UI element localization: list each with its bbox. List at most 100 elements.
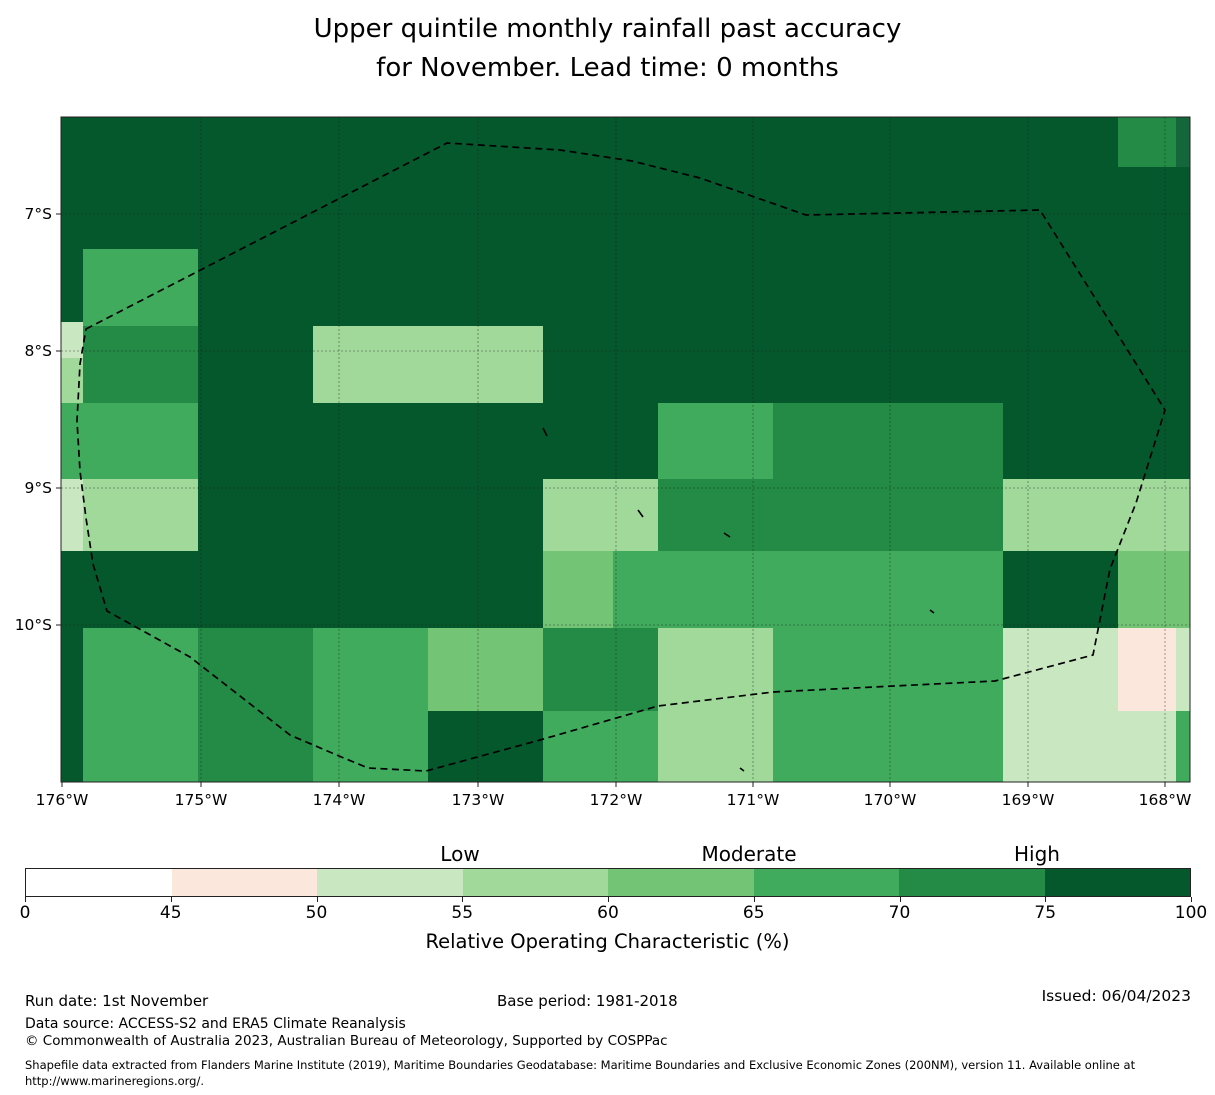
colorbar-segment-0-45 xyxy=(26,869,172,896)
roc-grid-cell xyxy=(773,403,1003,479)
roc-grid-cell xyxy=(428,628,543,711)
colorbar-tick-label: 65 xyxy=(742,903,765,923)
colorbar-segment-65-70 xyxy=(753,869,899,896)
colorbar-tick-label: 45 xyxy=(159,903,182,923)
latitude-tick-label: 8°S xyxy=(24,342,52,360)
colorbar-tick-label: 70 xyxy=(888,903,911,923)
roc-grid-cell xyxy=(1003,628,1118,711)
eez-boundary-dashed xyxy=(76,142,1166,772)
roc-grid-cell xyxy=(83,403,198,479)
colorbar-segment-50-55 xyxy=(317,869,463,896)
longitude-tick-label: 176°W xyxy=(35,791,89,809)
roc-grid-cell xyxy=(1118,551,1190,628)
issued-date-text: Issued: 06/04/2023 xyxy=(1041,987,1191,1005)
roc-grid-cell xyxy=(613,551,658,628)
latitude-tick-label: 7°S xyxy=(24,205,52,223)
roc-grid-cell xyxy=(773,628,1003,711)
islet-boundary-mark xyxy=(723,532,731,538)
roc-grid-cell xyxy=(1118,117,1176,167)
roc-grid-cell xyxy=(198,628,313,782)
latitude-tick-label: 10°S xyxy=(14,616,52,634)
roc-grid-cell xyxy=(543,711,658,782)
colorbar-tick-label: 55 xyxy=(451,903,474,923)
roc-grid-cell xyxy=(83,628,198,711)
roc-grid-cell xyxy=(61,322,83,358)
chart-title-line2: for November. Lead time: 0 months xyxy=(376,53,839,83)
roc-grid-cell xyxy=(658,551,1003,628)
islet-boundary-mark xyxy=(739,767,745,772)
colorbar-tickmark xyxy=(25,897,26,902)
colorbar-tick-label: 75 xyxy=(1034,903,1057,923)
roc-grid-cell xyxy=(658,628,773,711)
roc-grid-cell xyxy=(1003,479,1118,551)
colorbar-segment-55-60 xyxy=(462,869,608,896)
longitude-tick-label: 174°W xyxy=(312,791,366,809)
legend-category-moderate: Moderate xyxy=(701,842,797,866)
base-period-text: Base period: 1981-2018 xyxy=(497,992,678,1010)
shapefile-attribution-line2: http://www.marineregions.org/. xyxy=(25,1074,204,1088)
data-source-text: Data source: ACCESS-S2 and ERA5 Climate … xyxy=(25,1016,406,1032)
roc-grid-cell xyxy=(543,628,658,711)
colorbar-tick-label: 50 xyxy=(305,903,328,923)
roc-grid-cell xyxy=(773,711,1003,782)
roc-grid-cell xyxy=(83,479,198,551)
roc-grid-cell xyxy=(658,711,773,782)
colorbar-tick-label: 60 xyxy=(597,903,619,923)
longitude-tick-label: 169°W xyxy=(1001,791,1055,809)
chart-title-line1: Upper quintile monthly rainfall past acc… xyxy=(313,14,902,44)
islet-boundary-mark xyxy=(929,609,935,614)
colorbar-tickmark xyxy=(608,897,609,902)
latitude-tick-label: 9°S xyxy=(24,479,52,497)
legend-category-labels: Low Moderate High xyxy=(0,842,1215,868)
colorbar xyxy=(25,868,1191,897)
islet-boundary-mark xyxy=(542,427,548,437)
roc-grid-cell xyxy=(658,403,773,479)
roc-grid-cell xyxy=(83,711,198,782)
colorbar-segment-75-100 xyxy=(1044,869,1190,896)
roc-grid-cell xyxy=(1118,628,1176,711)
colorbar-tickmark xyxy=(1191,897,1192,902)
roc-grid-cell xyxy=(313,711,428,782)
chart-title: Upper quintile monthly rainfall past acc… xyxy=(0,10,1215,88)
colorbar-tickmark xyxy=(899,897,901,902)
roc-grid-cell xyxy=(658,479,1003,551)
longitude-tick-label: 168°W xyxy=(1138,791,1192,809)
roc-grid-cell xyxy=(1118,711,1176,782)
colorbar-tick-label: 0 xyxy=(19,903,31,923)
colorbar-tickmark xyxy=(462,897,464,902)
roc-grid-cell xyxy=(1176,711,1190,782)
roc-grid-cell xyxy=(61,358,83,403)
colorbar-tickmark xyxy=(170,897,172,902)
shapefile-attribution-line1: Shapefile data extracted from Flanders M… xyxy=(25,1058,1136,1072)
islet-boundary-mark xyxy=(637,509,644,518)
colorbar-tickmark xyxy=(316,897,318,902)
legend-category-low: Low xyxy=(440,842,480,866)
colorbar-segment-60-65 xyxy=(608,869,754,896)
colorbar-segment-45-50 xyxy=(171,869,317,896)
colorbar-caption: Relative Operating Characteristic (%) xyxy=(425,930,790,953)
roc-grid-cell xyxy=(543,479,658,551)
legend-category-high: High xyxy=(1014,842,1060,866)
longitude-tick-label: 170°W xyxy=(863,791,917,809)
colorbar-tickmark xyxy=(753,897,755,902)
colorbar-tick-label: 100 xyxy=(1174,903,1208,923)
roc-grid-cell xyxy=(543,551,613,628)
roc-grid-cell xyxy=(313,326,543,403)
longitude-tick-label: 175°W xyxy=(174,791,228,809)
roc-grid-cell xyxy=(83,326,198,403)
run-date-text: Run date: 1st November xyxy=(25,992,209,1010)
roc-grid-cell xyxy=(313,628,428,711)
copyright-text: © Commonwealth of Australia 2023, Austra… xyxy=(25,1033,668,1049)
roc-grid-cell xyxy=(1003,711,1118,782)
colorbar-tickmark xyxy=(1045,897,1047,902)
colorbar-segment-70-75 xyxy=(899,869,1045,896)
longitude-tick-label: 172°W xyxy=(589,791,643,809)
map-frame xyxy=(60,116,1191,783)
longitude-tick-label: 171°W xyxy=(726,791,780,809)
longitude-tick-label: 173°W xyxy=(451,791,505,809)
roc-grid-cell xyxy=(1176,117,1190,167)
roc-grid-cell xyxy=(1176,628,1190,711)
roc-grid-cell xyxy=(1118,479,1190,551)
